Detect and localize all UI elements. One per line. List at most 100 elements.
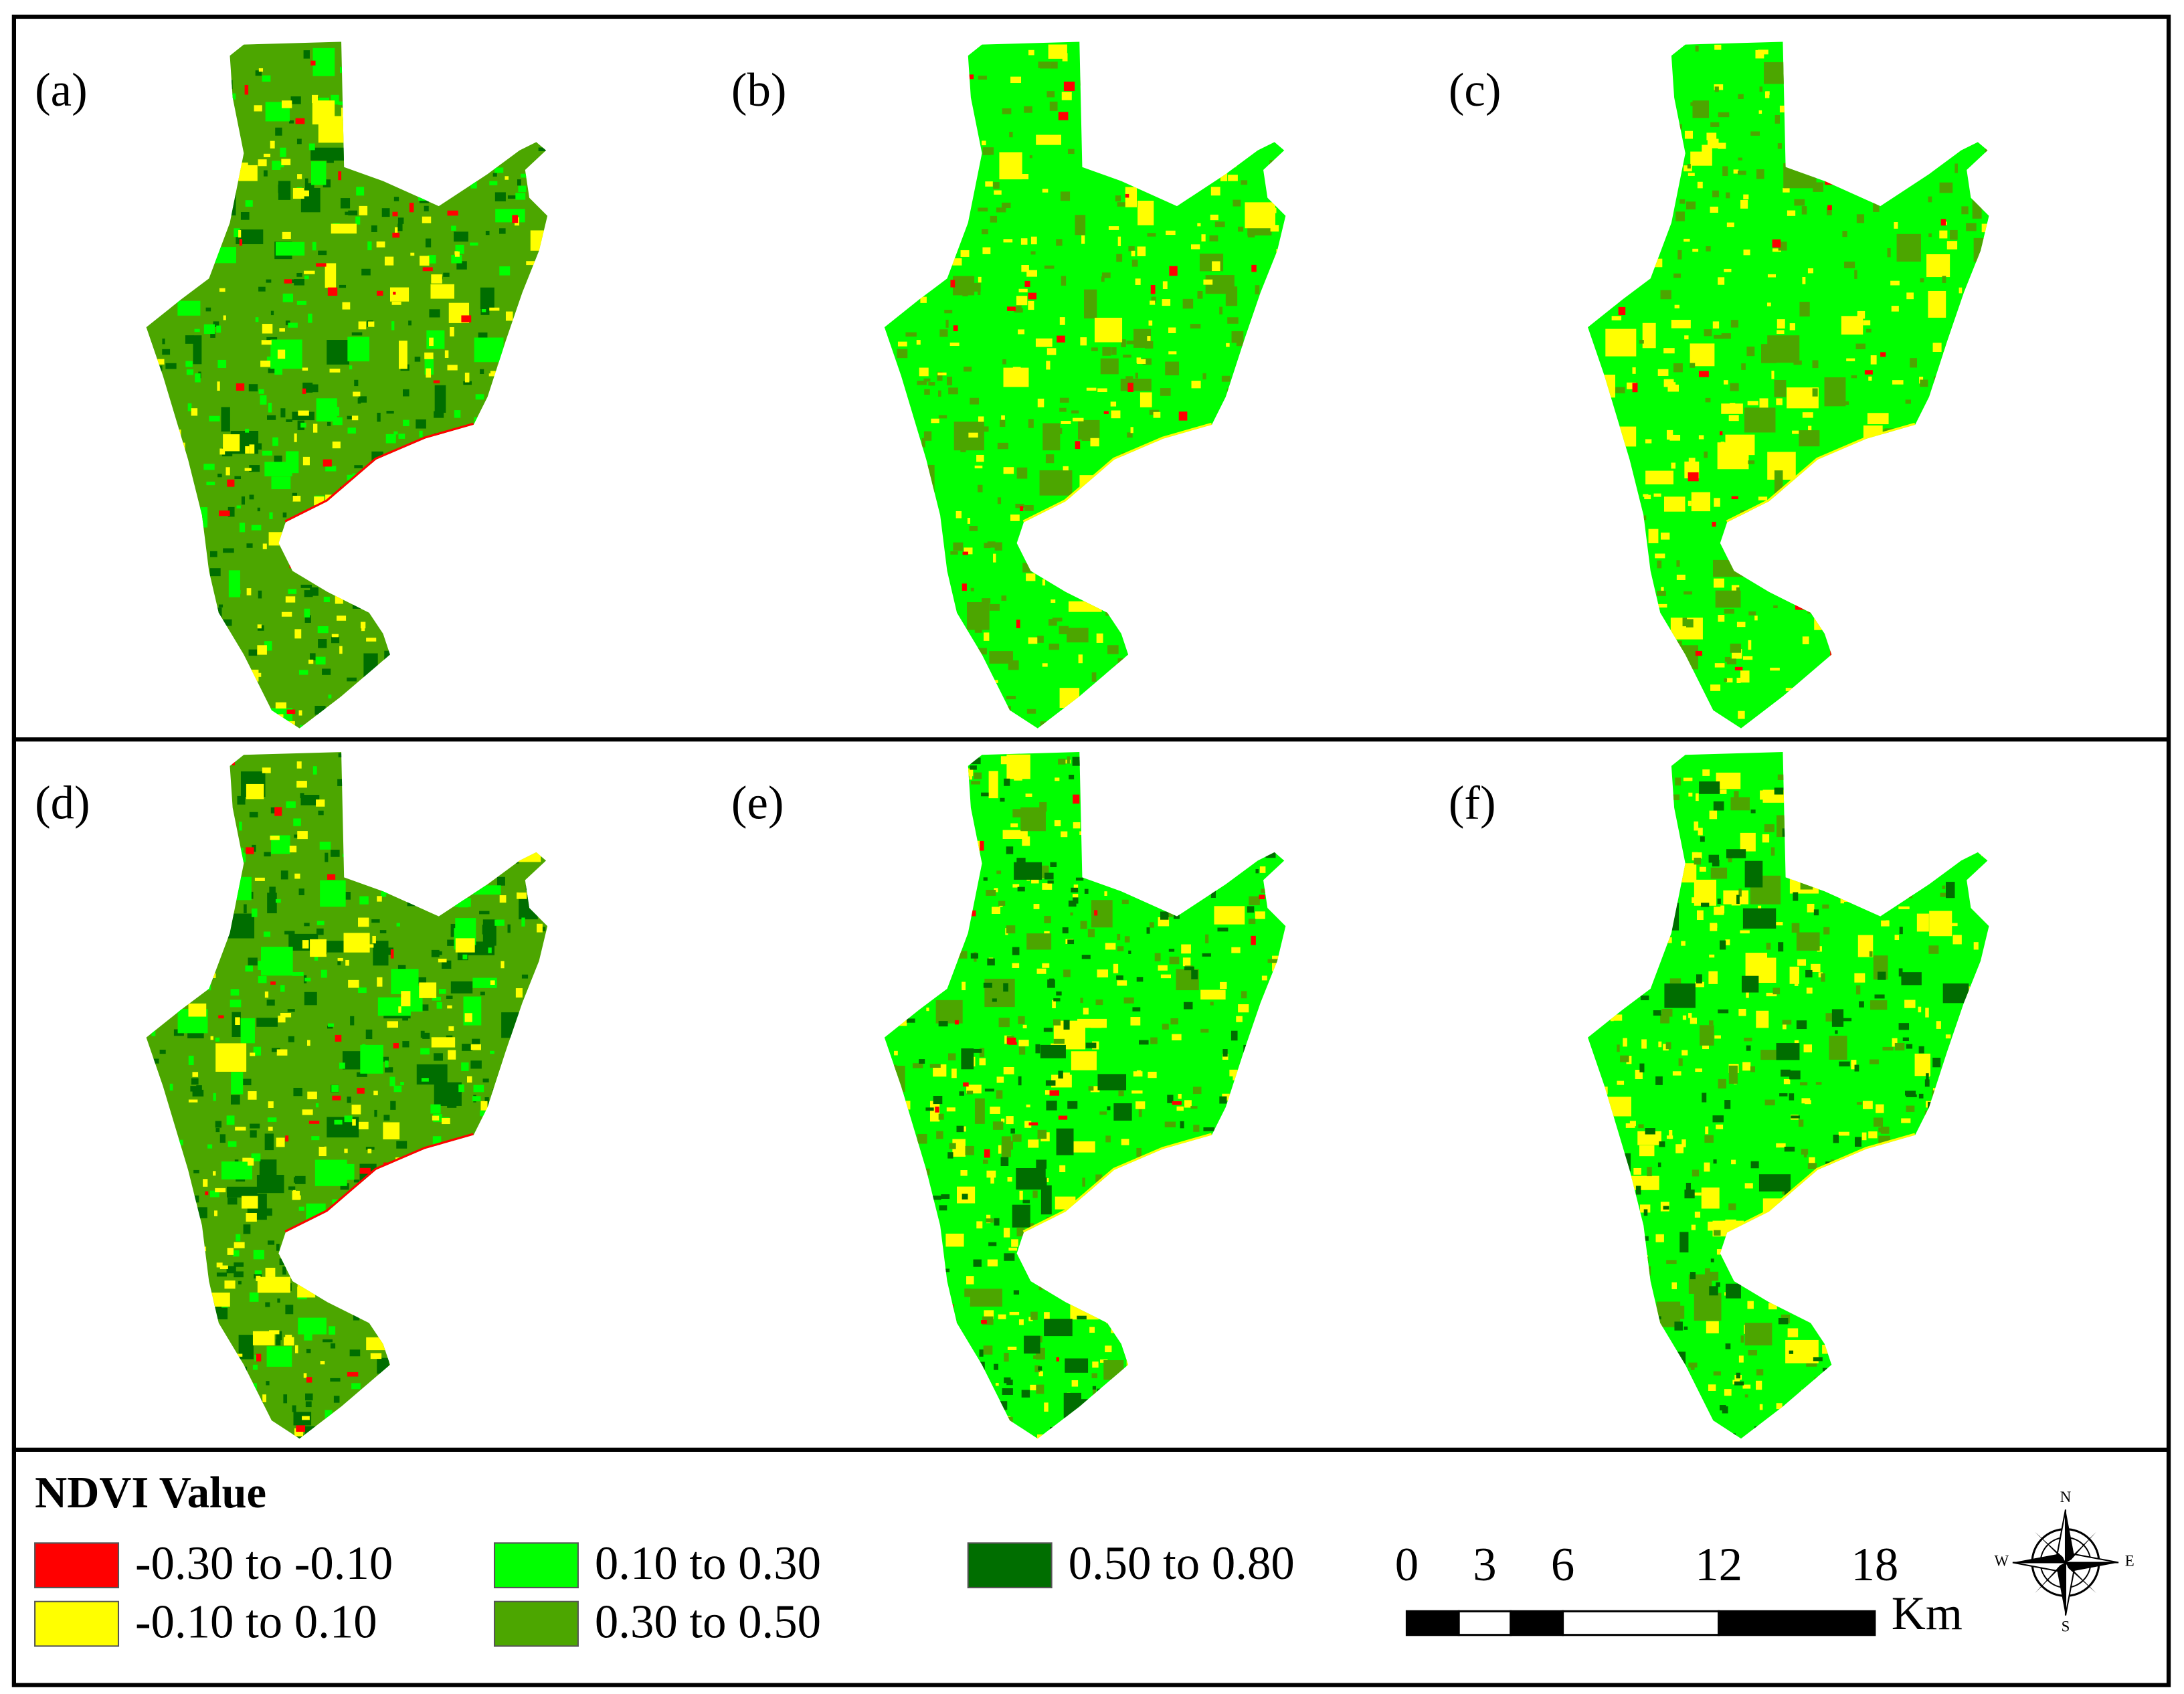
map-patch [1270,1034,1286,1046]
map-patch [513,1361,518,1367]
map-patch [1206,704,1224,723]
map-patch [153,85,161,90]
map-patch [323,179,331,188]
map-patch [1980,1349,1988,1359]
map-patch [166,1422,171,1428]
map-patch [522,1050,548,1065]
map-patch [192,1362,200,1371]
map-patch [1977,375,1989,401]
map-patch [1131,1090,1143,1094]
map-patch [517,506,528,515]
map-patch [1227,317,1239,324]
map-patch [513,476,522,484]
map-patch [518,42,537,52]
map-patch [1646,219,1655,228]
map-patch [1637,1131,1661,1145]
map-patch [507,1376,516,1380]
map-patch [1621,826,1653,852]
map-patch [1764,1099,1775,1106]
map-patch [293,1087,302,1097]
map-patch [906,1018,915,1023]
map-patch [1691,492,1711,512]
map-patch [1030,1311,1038,1320]
map-patch [1880,604,1912,620]
map-patch [1002,1388,1013,1395]
map-patch [1877,1355,1886,1361]
map-patch [1694,1293,1722,1321]
map-patch [234,228,240,238]
map-patch [218,192,236,215]
map-patch [1103,108,1110,111]
map-patch [526,82,531,88]
map-patch [490,371,500,375]
map-patch [1637,180,1646,190]
map-patch [988,1242,997,1246]
map-patch [537,923,543,933]
map-patch [494,919,505,926]
map-patch [1036,968,1046,974]
map-patch [377,1357,389,1374]
map-patch [1236,1107,1241,1115]
map-patch [533,292,541,302]
map-patch [407,508,416,514]
map-patch [204,89,212,97]
map-patch [1744,1323,1772,1345]
map-patch [1624,285,1629,291]
map-patch [1965,592,1973,597]
map-patch [1588,375,1615,398]
map-patch [1270,895,1277,899]
map-patch [155,768,159,777]
map-patch [1002,359,1006,365]
map-patch [1117,933,1121,941]
map-patch [1259,895,1265,900]
map-patch [1253,571,1257,578]
map-patch [1262,1095,1285,1106]
map-patch [264,1133,274,1151]
map-patch [429,881,434,888]
map-patch [444,350,449,358]
map-patch [1712,190,1719,197]
map-patch [525,435,530,440]
map-patch [157,805,167,812]
map-patch [1123,997,1134,1004]
map-patch [284,279,292,284]
map-patch [895,45,899,48]
map-patch [363,1249,371,1256]
map-patch [1174,1252,1178,1262]
map-patch [1592,589,1604,598]
map-patch [1912,1289,1915,1299]
map-patch [953,913,959,919]
map-patch [402,1016,409,1021]
map-patch [215,1043,247,1072]
map-patch [1747,401,1758,405]
map-patch [1657,603,1667,608]
map-patch [1658,804,1662,813]
map-patch [1088,1086,1094,1091]
map-patch [1970,424,1976,431]
map-patch [383,1122,400,1140]
map-patch [1615,68,1624,72]
map-patch [266,1000,275,1006]
map-patch [420,1327,430,1333]
map-patch [1877,1190,1881,1196]
map-patch [1882,615,1905,626]
map-patch [171,565,177,569]
map-patch [1639,1284,1649,1290]
map-patch [523,1396,535,1407]
map-patch [537,709,547,715]
map-patch [1172,50,1176,57]
map-patch [1202,1376,1206,1386]
map-patch [1228,1405,1236,1410]
map-patch [1779,1093,1788,1097]
map-patch [161,201,171,211]
map-patch [250,1052,256,1056]
map-patch [1170,1247,1184,1265]
map-patch [1764,1231,1774,1237]
map-patch [1987,335,1989,345]
map-patch [1007,1416,1013,1424]
map-patch [1111,410,1121,419]
map-patch [1830,822,1841,828]
map-patch [1644,1287,1652,1297]
map-patch [499,1113,506,1117]
map-patch [369,944,374,948]
